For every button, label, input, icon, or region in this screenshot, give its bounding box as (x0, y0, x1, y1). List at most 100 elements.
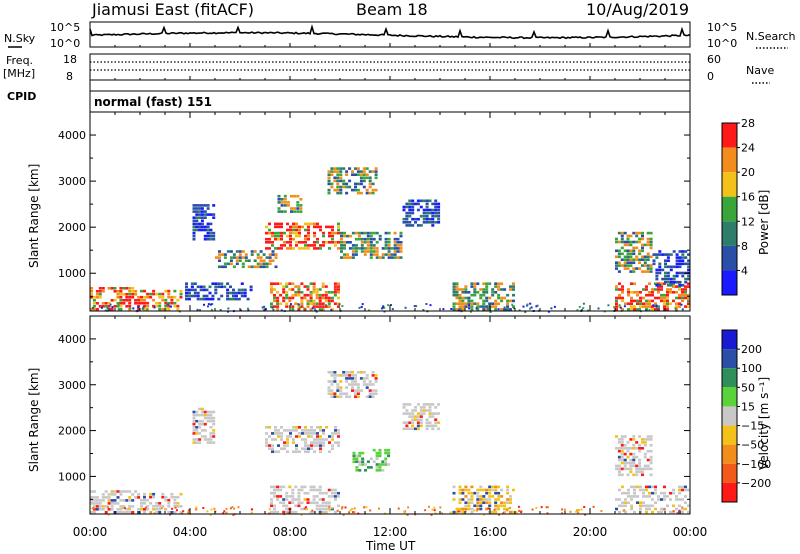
echo-cell (339, 185, 343, 189)
echo-cell (235, 250, 239, 253)
echo-cell (283, 447, 286, 450)
echo-cell (458, 488, 462, 492)
echo-cell (494, 305, 498, 308)
echo-cell (324, 291, 328, 294)
echo-cell (620, 252, 624, 256)
echo-cell (629, 452, 633, 456)
echo-cell (666, 296, 669, 300)
echo-cell (368, 383, 372, 386)
power-colorbar-segment (722, 270, 737, 295)
echo-cell (330, 495, 334, 498)
echo-cell (330, 389, 334, 392)
echo-cell (328, 450, 331, 453)
echo-cell (289, 237, 292, 241)
echo-cell (300, 485, 304, 489)
echo-cell (286, 201, 290, 204)
echo-cell (211, 282, 215, 285)
echo-cell (626, 261, 630, 264)
echo-cell (381, 256, 385, 259)
echo-cell (437, 217, 441, 221)
echo-cell (301, 247, 304, 250)
echo-cell (648, 302, 651, 305)
echo-cell (403, 511, 406, 514)
echo-cell (643, 467, 647, 471)
echo-cell (641, 270, 644, 273)
echo-cell (371, 374, 375, 377)
echo-cell (187, 291, 191, 295)
echo-cell (649, 237, 653, 241)
velocity-colorbar-frame (721, 329, 738, 503)
echo-cell (678, 485, 681, 489)
echo-cell (399, 256, 403, 259)
echo-cell (638, 258, 642, 261)
echo-cell (512, 288, 515, 291)
echo-cell (633, 305, 636, 308)
echo-cell (307, 247, 310, 250)
echo-cell (582, 302, 585, 305)
echo-cell (615, 464, 618, 468)
echo-cell (452, 305, 456, 308)
echo-cell (641, 246, 644, 250)
echo-cell (617, 252, 621, 256)
echo-cell (343, 234, 346, 238)
echo-cell (289, 247, 292, 250)
echo-cell (227, 310, 230, 313)
echo-cell (288, 282, 292, 285)
echo-cell (372, 460, 376, 463)
echo-cell (300, 501, 304, 504)
echo-cell (646, 267, 650, 270)
echo-cell (618, 504, 621, 508)
echo-cell (646, 237, 650, 241)
echo-cell (378, 454, 382, 458)
echo-cell (140, 289, 143, 293)
echo-cell (237, 291, 241, 295)
echo-cell (365, 176, 369, 180)
echo-cell (116, 290, 120, 293)
echo-cell (116, 496, 120, 499)
echo-cell (369, 466, 373, 469)
velocity-colorbar-segment (722, 482, 737, 502)
echo-cell (280, 426, 283, 429)
echo-cell (660, 498, 663, 501)
echo-cell (321, 282, 325, 285)
echo-cell (200, 225, 204, 229)
echo-cell (192, 438, 196, 441)
echo-cell (341, 506, 344, 509)
echo-cell (270, 305, 273, 308)
echo-cell (285, 510, 289, 514)
echo-cell (123, 507, 126, 510)
echo-cell (626, 258, 630, 261)
echo-cell (327, 501, 331, 504)
echo-cell (434, 406, 438, 409)
echo-cell (684, 280, 688, 284)
echo-cell (345, 185, 349, 189)
echo-cell (117, 303, 120, 306)
freq-tick-bottom-left: 8 (66, 70, 73, 83)
echo-cell (313, 222, 316, 226)
echo-cell (321, 308, 325, 311)
echo-cell (280, 432, 283, 435)
echo-cell (327, 389, 331, 392)
echo-cell (293, 207, 297, 210)
date-title: 10/Aug/2019 (586, 0, 689, 19)
echo-cell (229, 250, 233, 253)
echo-cell (365, 383, 369, 386)
echo-cell (356, 395, 360, 398)
echo-cell (630, 299, 633, 303)
echo-cell (271, 447, 274, 450)
echo-cell (307, 237, 310, 241)
echo-cell (414, 221, 417, 224)
echo-cell (315, 302, 319, 305)
echo-cell (356, 191, 360, 195)
echo-cell (155, 502, 159, 505)
echo-cell (620, 231, 624, 235)
echo-cell (303, 307, 306, 310)
echo-cell (195, 207, 199, 210)
echo-cell (104, 496, 108, 499)
echo-cell (279, 501, 283, 504)
echo-cell (351, 256, 355, 259)
echo-cell (198, 207, 202, 210)
echo-cell (627, 308, 630, 311)
echo-cell (461, 510, 464, 513)
